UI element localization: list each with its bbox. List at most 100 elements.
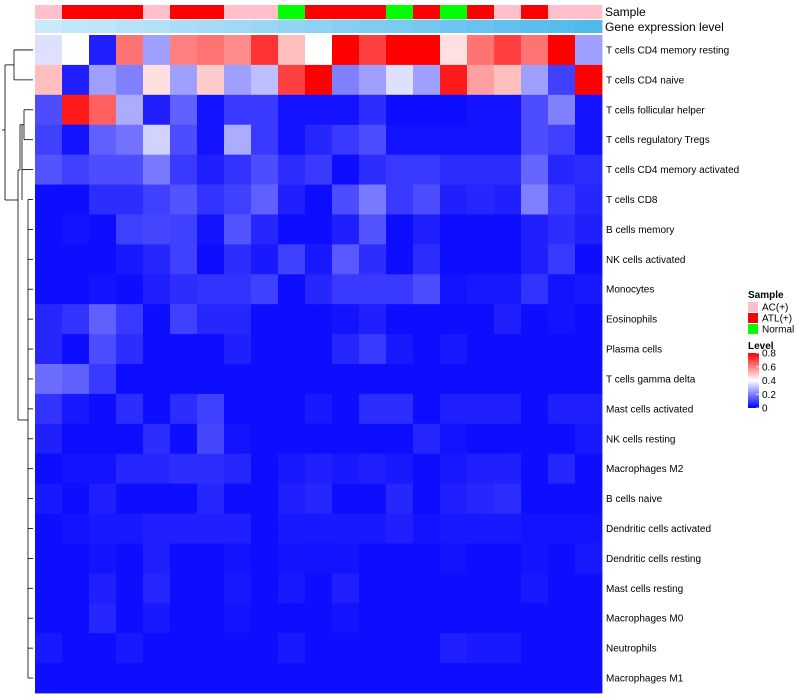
sample-annotation-cell (89, 5, 117, 19)
heatmap-cell (575, 663, 603, 694)
heatmap-cell (116, 423, 144, 455)
expression-annotation-cell (440, 20, 468, 33)
heatmap-cell (575, 244, 603, 275)
heatmap-cell (278, 364, 306, 395)
heatmap-cell (413, 214, 441, 245)
expression-annotation-cell (305, 20, 333, 33)
row-label: Dendritic cells activated (606, 524, 711, 535)
heatmap-cell (548, 35, 576, 66)
heatmap-cell (116, 124, 144, 156)
heatmap-cell (35, 423, 63, 455)
heatmap-cell (170, 124, 198, 156)
expression-annotation-cell (35, 20, 63, 33)
heatmap-cell (89, 633, 117, 664)
heatmap-cell (413, 304, 441, 335)
heatmap-cell (521, 573, 549, 604)
heatmap-cell (197, 94, 225, 126)
heatmap-cell (116, 573, 144, 604)
heatmap-cell (521, 94, 549, 126)
heatmap-cell (170, 244, 198, 275)
heatmap-cell (494, 423, 522, 455)
heatmap-cell (62, 124, 90, 156)
row-label: Macrophages M0 (606, 614, 684, 625)
heatmap-cell (143, 603, 171, 634)
row-label: Mast cells activated (606, 404, 693, 415)
heatmap-cell (89, 453, 117, 485)
heatmap-cell (332, 304, 360, 335)
heatmap-cell (440, 663, 468, 694)
heatmap-cell (224, 393, 252, 425)
heatmap-cell (467, 124, 495, 156)
heatmap-cell (359, 364, 387, 395)
heatmap-cell (332, 244, 360, 275)
heatmap-cell (521, 393, 549, 425)
heatmap-cell (251, 244, 279, 275)
heatmap-cell (62, 393, 90, 425)
heatmap-cell (467, 603, 495, 634)
row-label: T cells gamma delta (606, 374, 696, 385)
heatmap-cell (332, 543, 360, 574)
heatmap-cell (278, 543, 306, 574)
heatmap-cell (548, 304, 576, 335)
heatmap-cell (521, 603, 549, 634)
sample-annotation-cell (116, 5, 144, 19)
heatmap-cell (278, 663, 306, 694)
heatmap-cell (521, 124, 549, 156)
heatmap-cell (62, 633, 90, 664)
heatmap-cell (548, 663, 576, 694)
heatmap-cell (251, 274, 279, 305)
heatmap-cell (413, 573, 441, 604)
heatmap-cell (440, 274, 468, 305)
heatmap-cell (440, 364, 468, 395)
heatmap-cell (278, 304, 306, 335)
heatmap-cell (332, 64, 360, 96)
heatmap-cell (440, 633, 468, 664)
heatmap-cell (278, 154, 306, 185)
heatmap-cell (440, 214, 468, 245)
heatmap-cell (467, 214, 495, 245)
heatmap-cell (548, 154, 576, 185)
heatmap-cell (386, 573, 414, 604)
row-label: T cells follicular helper (606, 105, 705, 116)
heatmap-cell (35, 334, 63, 365)
heatmap-cell (359, 423, 387, 455)
heatmap-cell (89, 35, 117, 66)
heatmap-cell (386, 364, 414, 395)
row-label: T cells CD4 memory resting (606, 45, 729, 56)
expression-annotation-bar (35, 20, 603, 33)
heatmap-cell (332, 94, 360, 126)
heatmap-cell (170, 154, 198, 185)
heatmap-cell (224, 184, 252, 215)
heatmap-cell (413, 334, 441, 365)
heatmap-cell (440, 543, 468, 574)
sample-annotation-cell (251, 5, 279, 19)
heatmap-cell (116, 513, 144, 544)
heatmap-cell (224, 423, 252, 455)
heatmap-cell (386, 603, 414, 634)
heatmap-cell (332, 214, 360, 245)
heatmap-cell (35, 304, 63, 335)
heatmap-cell (548, 334, 576, 365)
heatmap-cell (413, 453, 441, 485)
heatmap-cell (251, 364, 279, 395)
heatmap-cell (62, 573, 90, 604)
sample-annotation-cell (170, 5, 198, 19)
heatmap-cell (305, 124, 333, 156)
heatmap-cell (35, 274, 63, 305)
heatmap-cell (62, 244, 90, 275)
heatmap-cell (359, 214, 387, 245)
heatmap-cell (251, 184, 279, 215)
heatmap-cell (575, 124, 603, 156)
heatmap-cell (116, 364, 144, 395)
level-ticks: 0.8 0.6 0.4 0.2 0 (756, 349, 776, 415)
row-label: T cells CD4 naive (606, 75, 685, 86)
heatmap-cell (224, 94, 252, 126)
heatmap-cell (305, 184, 333, 215)
heatmap-cell (413, 274, 441, 305)
heatmap-cell (89, 334, 117, 365)
heatmap-cell (170, 364, 198, 395)
row-label: Dendritic cells resting (606, 554, 701, 565)
heatmap-cell (413, 423, 441, 455)
row-label: NK cells resting (606, 434, 675, 445)
heatmap-cell (413, 154, 441, 185)
